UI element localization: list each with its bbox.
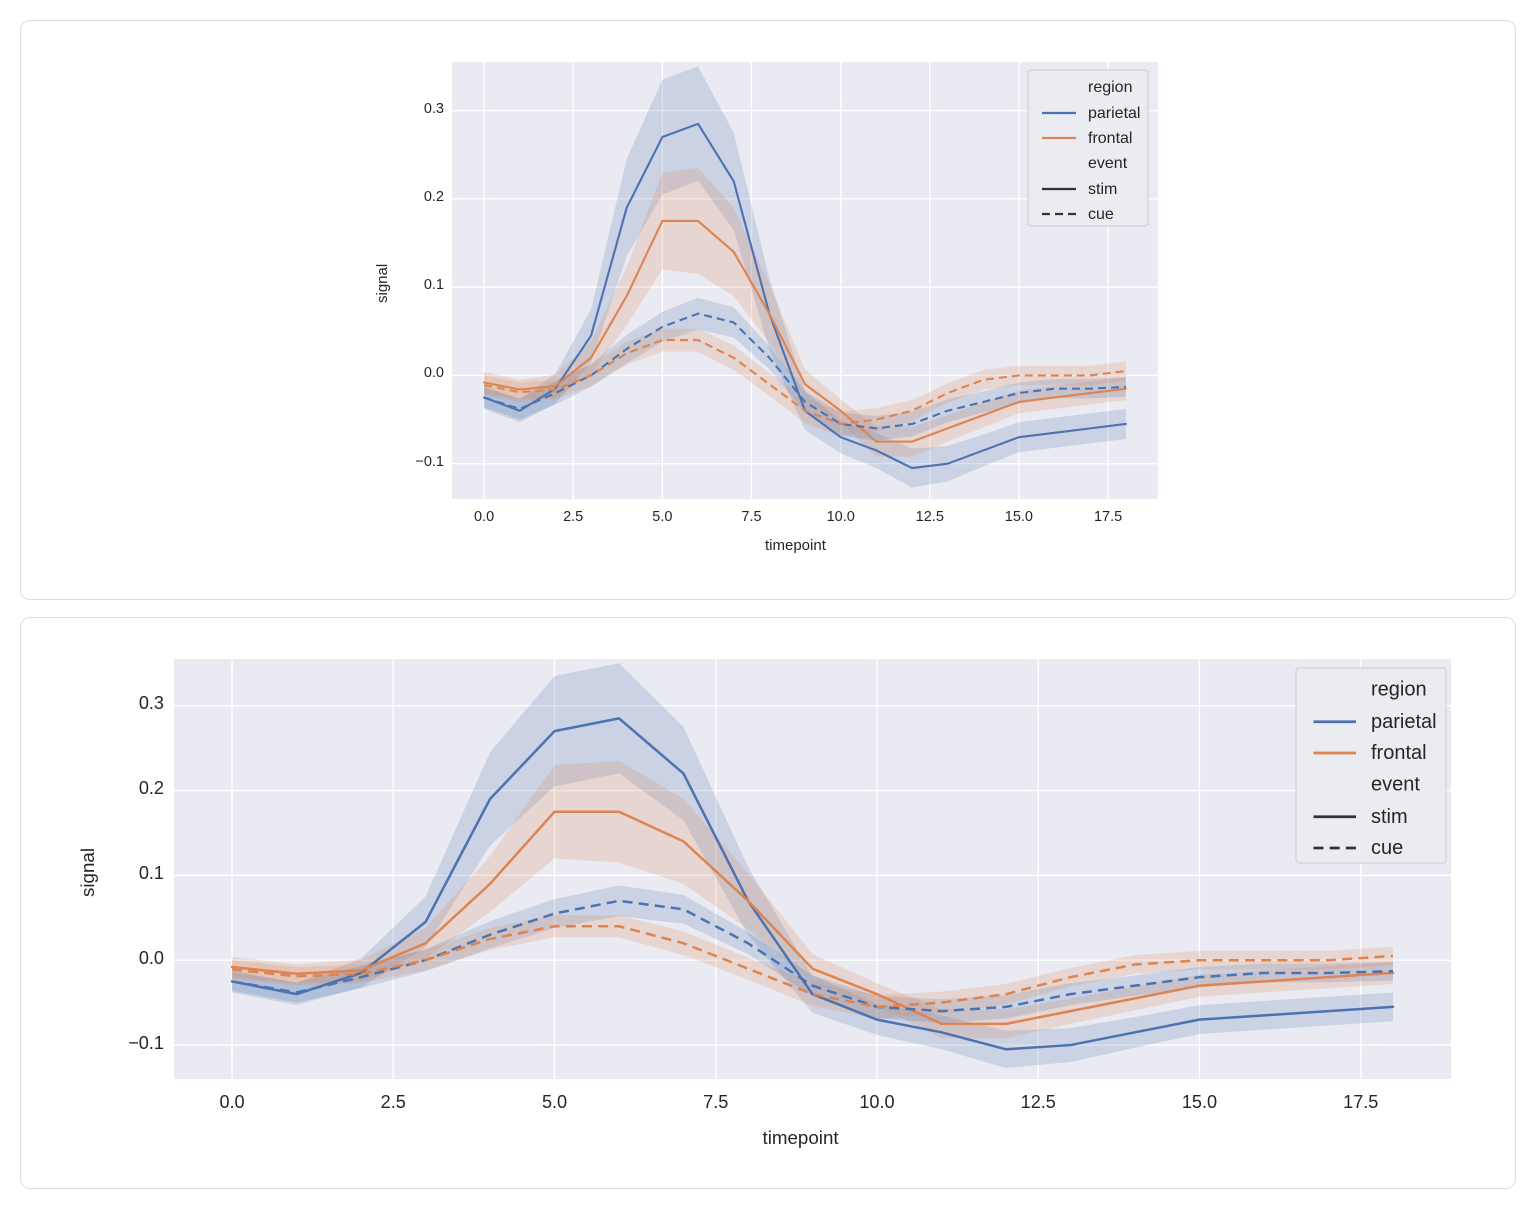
svg-text:parietal: parietal xyxy=(1371,711,1437,733)
svg-text:frontal: frontal xyxy=(1088,130,1132,147)
svg-text:event: event xyxy=(1088,155,1128,172)
svg-text:region: region xyxy=(1371,679,1427,701)
svg-text:region: region xyxy=(1088,79,1132,96)
svg-text:cue: cue xyxy=(1371,837,1403,859)
svg-text:stim: stim xyxy=(1088,181,1117,198)
svg-text:frontal: frontal xyxy=(1371,742,1427,764)
svg-text:event: event xyxy=(1371,774,1420,796)
svg-text:parietal: parietal xyxy=(1088,105,1140,122)
svg-text:cue: cue xyxy=(1088,206,1114,223)
svg-text:stim: stim xyxy=(1371,806,1408,828)
